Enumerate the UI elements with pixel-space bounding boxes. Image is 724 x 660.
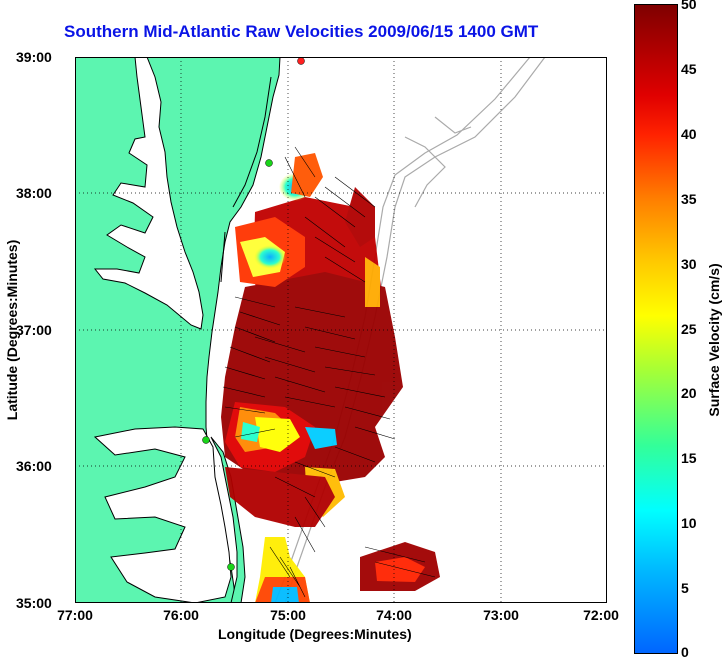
delmarva-bays (220, 76, 272, 283)
plot-frame (75, 57, 607, 603)
x-axis-label: Longitude (Degrees:Minutes) (218, 626, 412, 642)
colorbar-label: Surface Velocity (cm/s) (706, 263, 722, 417)
colorbar-tick: 40 (681, 126, 697, 142)
colorbar-tick: 15 (681, 450, 697, 466)
x-tick-label: 77:00 (57, 607, 93, 623)
x-tick-label: 72:00 (583, 607, 619, 623)
colorbar-tick: 10 (681, 515, 697, 531)
grid-lines (75, 57, 607, 603)
colorbar-tick: 50 (681, 0, 697, 12)
x-tick-label: 75:00 (270, 607, 306, 623)
chesapeake-bay (93, 57, 204, 330)
map-canvas (75, 57, 607, 603)
station-markers (202, 57, 305, 571)
colorbar-tick: 20 (681, 385, 697, 401)
velocity-field (221, 153, 440, 603)
y-tick-label: 37:00 (16, 322, 52, 338)
colorbar-tick: 25 (681, 321, 697, 337)
colorbar-tick: 0 (681, 644, 689, 660)
x-tick-label: 76:00 (163, 607, 199, 623)
colorbar-tick: 30 (681, 256, 697, 272)
map-title: Southern Mid-Atlantic Raw Velocities 200… (64, 22, 539, 41)
pamlico-sound (93, 426, 232, 603)
colorbar-tick: 5 (681, 580, 689, 596)
y-axis-label: Latitude (Degrees:Minutes) (4, 239, 20, 421)
y-tick-label: 35:00 (16, 595, 52, 611)
y-tick-label: 39:00 (16, 49, 52, 65)
velocity-vectors (222, 146, 436, 598)
colorbar (634, 4, 678, 654)
y-tick-label: 38:00 (16, 185, 52, 201)
colorbar-tick: 45 (681, 61, 697, 77)
x-tick-label: 73:00 (483, 607, 519, 623)
velocity-map (75, 57, 607, 603)
y-tick-label: 36:00 (16, 458, 52, 474)
x-tick-label: 74:00 (376, 607, 412, 623)
colorbar-tick: 35 (681, 191, 697, 207)
